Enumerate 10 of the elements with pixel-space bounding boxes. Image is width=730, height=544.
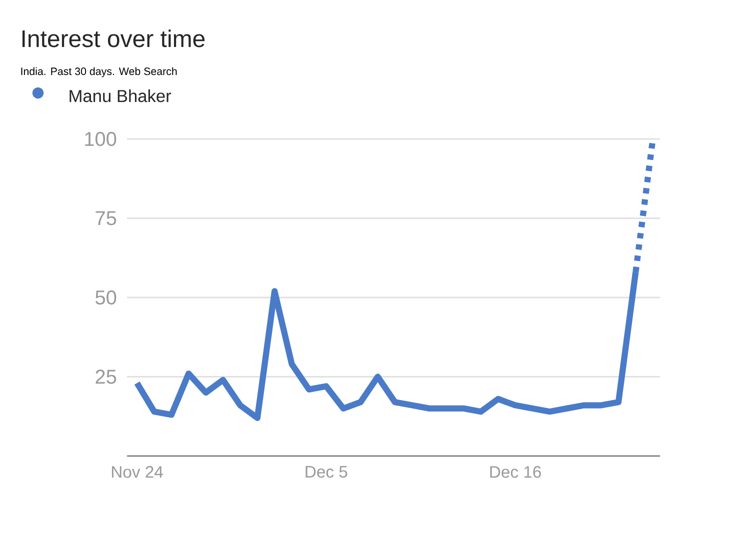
x-tick-label: Nov 24: [112, 466, 163, 478]
y-tick-label: 25: [96, 370, 116, 384]
y-tick-label: 75: [96, 211, 116, 226]
y-tick-label: 100: [85, 132, 116, 146]
x-tick-label: Dec 16: [490, 466, 541, 478]
y-tick-label: 50: [96, 290, 116, 305]
legend-label: Manu Bhaker: [70, 89, 172, 102]
x-tick-label: Dec 5: [306, 466, 348, 478]
chart-subtitle: India. Past 30 days. Web Search: [21, 67, 177, 78]
chart-title: Interest over time: [22, 30, 205, 48]
